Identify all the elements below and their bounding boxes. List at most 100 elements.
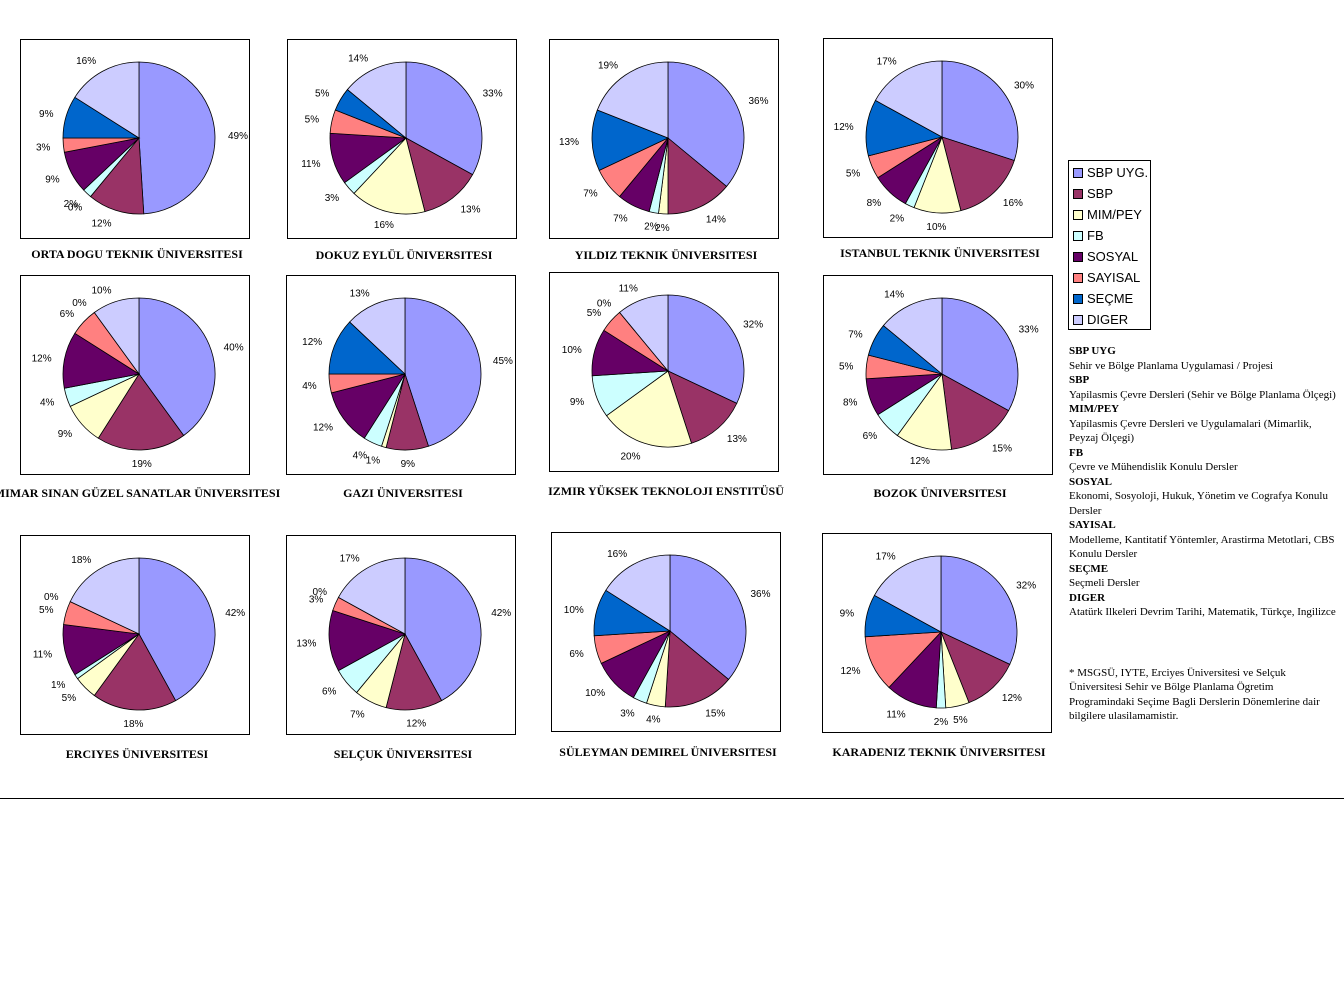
pie-slice-diger (596, 61, 669, 139)
slice-label-mim-pey: 12% (910, 456, 930, 467)
slice-label-sbp: 15% (705, 709, 725, 720)
slice-label-sosyal: 13% (296, 638, 316, 649)
slice-label-fb: 1% (51, 680, 66, 691)
slice-label-diger: 18% (71, 555, 91, 566)
slice-label-diger: 17% (877, 56, 897, 67)
pie-slice-diger (618, 294, 669, 373)
pie-slice-diger (882, 297, 943, 375)
slice-label-secme: 5% (315, 89, 330, 100)
pie-chart-ktu: 32% 12% 5% 2% 11% 12% 9% 17% (840, 551, 1037, 728)
slice-label-sbp: 19% (132, 459, 152, 470)
slice-label-sbp-uyg: 40% (224, 343, 244, 354)
slice-label-sbp: 9% (401, 459, 416, 470)
chart-title-msgsu: MIMAR SINAN GÜZEL SANATLAR ÜNIVERSITESI (0, 486, 281, 500)
slice-label-diger: 14% (884, 290, 904, 301)
slice-label-fb: 9% (570, 397, 585, 408)
pie-slice-sbp-uyg (669, 554, 747, 681)
pie-slice-sbp-uyg (941, 60, 1019, 161)
slice-label-sbp: 12% (91, 219, 111, 230)
slice-label-fb: 4% (40, 398, 55, 409)
legend-item-fb: FB (1073, 227, 1104, 245)
slice-label-sayisal: 12% (840, 666, 860, 677)
slice-label-sayisal: 5% (305, 115, 320, 126)
chart-legend: SBP UYG. SBP MIM/PEY FB SOSYAL SAYISAL S… (1068, 160, 1151, 330)
slice-label-secme: 9% (39, 109, 54, 120)
pie-slice-sbp (664, 630, 730, 708)
slice-label-mim-pey: 10% (926, 222, 946, 233)
slice-label-sbp: 18% (123, 719, 143, 730)
pie-slice-diger (349, 297, 406, 375)
slice-label-fb: 4% (353, 451, 368, 462)
slice-label-mim-pey: 20% (620, 452, 640, 463)
pie-slice-diger (74, 61, 140, 139)
chart-panel-bozok: 33% 15% 12% 6% 8% 5% 7% 14% (823, 275, 1053, 475)
pie-slice-sbp-uyg (941, 297, 1019, 412)
slice-label-sbp-uyg: 32% (743, 319, 763, 330)
pie-slice-secme (591, 109, 670, 171)
slice-label-sbp: 14% (706, 215, 726, 226)
note-text: Atatürk Ilkeleri Devrim Tarihi, Matemati… (1069, 606, 1336, 618)
legend-label: SEÇME (1087, 291, 1134, 306)
legend-label: SAYISAL (1087, 270, 1141, 285)
chart-title-ytu: YILDIZ TEKNIK ÜNIVERSITESI (574, 248, 758, 262)
note-text: Ekonomi, Sosyoloji, Hukuk, Yönetim ve Co… (1069, 490, 1328, 517)
pie-chart-selcuk: 42% 12% 7% 6% 13% 3%0% 17% (296, 553, 511, 729)
chart-panel-gazi: 45% 9% 1% 4% 12% 4% 12% 13% (286, 275, 516, 475)
note-text: Modelleme, Kantitatif Yöntemler, Arastir… (1069, 533, 1335, 561)
chart-panel-erciyes: 42% 18% 5% 1% 11% 5% 0% 18% (20, 535, 250, 735)
pie-slice-diger (873, 555, 942, 633)
legend-label: MIM/PEY (1087, 207, 1142, 222)
slice-label-fb: 6% (863, 431, 878, 442)
divider-line (0, 798, 1344, 799)
pie-slice-sbp (941, 136, 1015, 212)
legend-item-sbp: SBP (1073, 185, 1113, 203)
legend-label: SBP (1087, 186, 1114, 201)
legend-item-mim-pey: MIM/PEY (1073, 206, 1142, 224)
slice-label-sosyal: 11% (886, 710, 905, 721)
legend-item-sosyal: SOSYAL (1073, 248, 1138, 266)
note-title: FB (1069, 446, 1084, 459)
slice-label-sayisal: 6% (60, 309, 75, 320)
slice-label-sosyal: 8% (843, 398, 858, 409)
slice-label-sosyal: 11% (33, 649, 52, 660)
chart-title-deu: DOKUZ EYLÜL ÜNIVERSITESI (315, 248, 493, 262)
slice-label-mim-pey: 7% (350, 709, 365, 720)
slice-label-diger: 17% (340, 553, 360, 564)
pie-slice-sbp (667, 137, 728, 215)
slice-label-secme: 9% (840, 609, 855, 620)
chart-title-iyte: IZMIR YÜKSEK TEKNOLOJI ENSTITÜSÜ (548, 484, 784, 498)
slice-label-secme: 7% (848, 330, 863, 341)
slice-label-fb: 3% (620, 709, 635, 720)
pie-slice-sbp (941, 373, 1010, 450)
footnote: * MSGSÜ, IYTE, Erciyes Üniversitesi ve S… (1069, 666, 1320, 723)
slice-label-fb: 2% (644, 221, 659, 232)
slice-label-mim-pey: 5% (953, 715, 968, 726)
slice-label-fb: 2% (934, 717, 949, 728)
legend-item-diger: DIGER (1073, 311, 1128, 329)
slice-label-sosyal: 12% (313, 422, 333, 433)
chart-panel-msgsu: 40% 19% 9% 4% 12% 6% 0% 10% (20, 275, 250, 475)
pie-slice-sosyal (328, 610, 407, 672)
slice-label-sayisal: 5% (587, 308, 602, 319)
slice-label-mim-pey: 16% (374, 220, 394, 231)
legend-label: FB (1087, 228, 1104, 243)
note-text: Yapilasmis Çevre Dersleri (Sehir ve Bölg… (1069, 388, 1336, 401)
slice-label-sbp-uyg: 36% (751, 589, 771, 600)
pie-slice-diger (69, 557, 140, 635)
slice-label-sbp-uyg: 42% (225, 608, 245, 619)
chart-panel-iyte: 32% 13% 20% 9% 10% 5% 0% 11% (549, 272, 779, 472)
pie-slice-diger (605, 554, 671, 632)
slice-label-sbp-uyg: 45% (493, 356, 513, 367)
note-text: Sehir ve Bölge Planlama Uygulamasi / Pro… (1069, 359, 1274, 372)
slice-label-sayisal: 6% (569, 649, 584, 660)
slice-label-diger: 11% (619, 283, 638, 294)
pie-slice-sbp-uyg (404, 297, 482, 447)
chart-title-sdu: SÜLEYMAN DEMIREL ÜNIVERSITESI (559, 745, 777, 759)
slice-label-sayisal: 5% (39, 605, 54, 616)
slice-label-mim-pey: 2% (655, 223, 670, 234)
slice-label-sbp-uyg: 49% (228, 131, 248, 142)
slice-label-sosyal: 10% (562, 345, 582, 356)
pie-slice-sbp-uyg (667, 294, 745, 404)
slice-label-fb: 2% (64, 199, 79, 210)
chart-panel-ytu: 36% 14% 2% 2% 7% 7% 13% 19% (549, 39, 779, 239)
